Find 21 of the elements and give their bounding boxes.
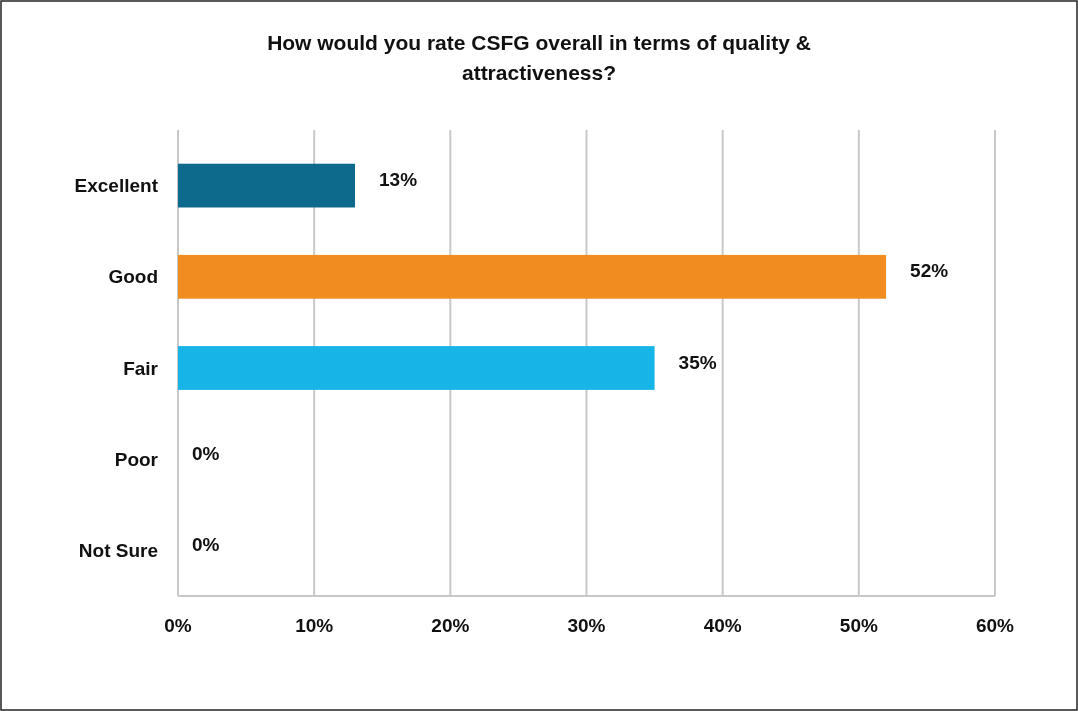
x-tick-label: 60% xyxy=(975,615,1015,636)
y-tick-label: Fair xyxy=(123,357,159,379)
bar xyxy=(178,163,356,208)
x-tick-label: 20% xyxy=(431,615,470,636)
y-tick-label: Excellent xyxy=(74,175,159,197)
bar xyxy=(178,254,887,299)
x-tick-label: 10% xyxy=(295,615,334,636)
chart-title: How would you rate CSFG overall in terms of quality & attractiveness? xyxy=(267,31,811,84)
y-tick-label: Poor xyxy=(114,448,159,470)
data-label: 13% xyxy=(379,169,418,191)
x-tick-label: 30% xyxy=(567,615,606,636)
data-label: 35% xyxy=(678,351,717,373)
y-tick-label: Good xyxy=(108,266,158,288)
x-tick-label: 0% xyxy=(164,615,192,636)
data-label: 0% xyxy=(192,534,220,556)
x-tick-label: 40% xyxy=(703,615,742,636)
data-label: 0% xyxy=(192,442,220,464)
x-tick-label: 50% xyxy=(839,615,878,636)
bar xyxy=(178,346,655,390)
y-tick-label: Not Sure xyxy=(78,540,158,562)
data-label: 52% xyxy=(910,260,949,282)
